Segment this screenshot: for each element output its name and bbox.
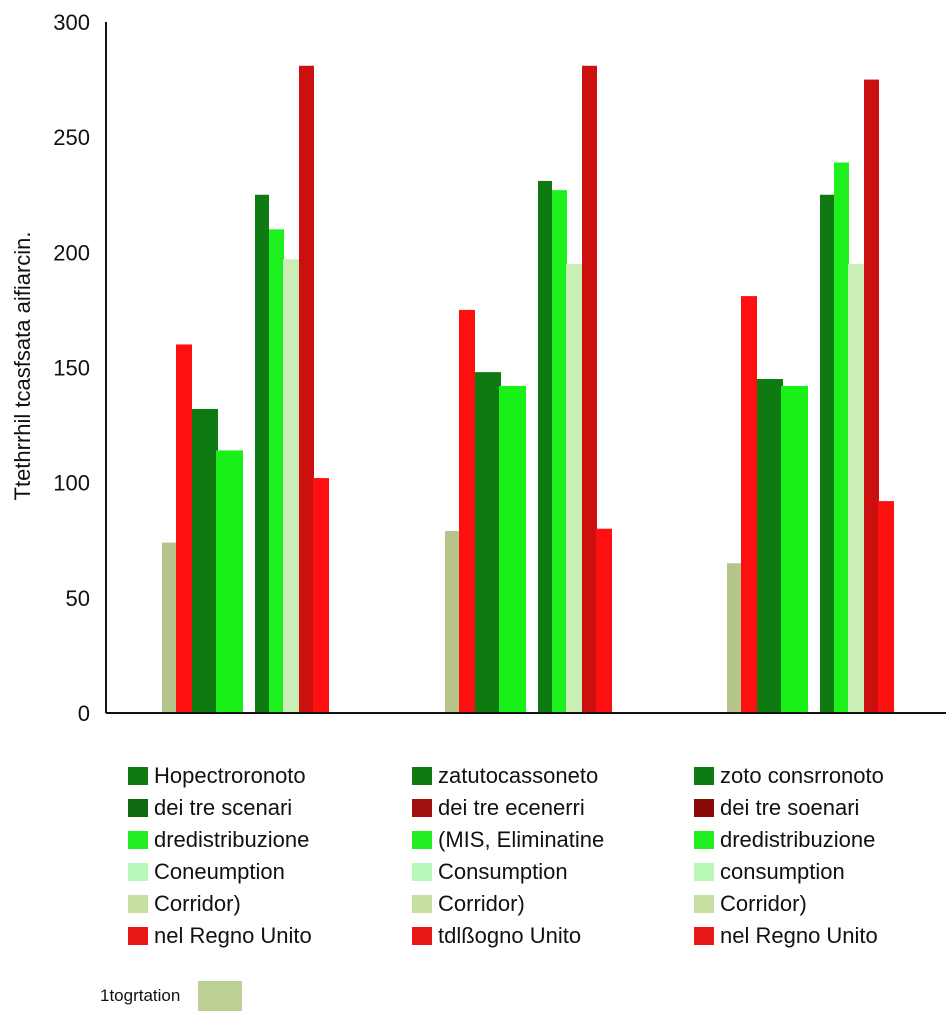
legend-item: dei tre scenari xyxy=(128,792,312,824)
legend-item: dei tre ecenerri xyxy=(412,792,604,824)
bar-2-s2 xyxy=(459,309,475,713)
legend-label: dei tre soenari xyxy=(720,795,860,820)
y-axis-label: Ttethrrhil tcasfsata aifiarcin. xyxy=(10,232,35,501)
legend-item: Coneumption xyxy=(128,856,312,888)
bar-1-s3 xyxy=(192,408,218,713)
legend-item: Corridor) xyxy=(694,888,884,920)
y-tick-label: 250 xyxy=(53,125,90,150)
y-tick-label: 300 xyxy=(53,10,90,35)
legend-swatch xyxy=(412,799,432,817)
bar-2-s4 xyxy=(499,385,526,713)
bar-1-s8 xyxy=(299,65,314,714)
legend-column-3: zoto consrronoto dei tre soenari dredistri… xyxy=(694,760,884,952)
legend-item: zatutocassoneto xyxy=(412,760,604,792)
legend-label: zatutocassoneto xyxy=(438,763,599,788)
legend-label: nel Regno Unito xyxy=(154,923,312,948)
y-tick-label: 0 xyxy=(78,701,90,726)
y-tick-label: 150 xyxy=(53,356,90,381)
bar-3-s8 xyxy=(864,79,879,714)
legend-label: Corridor) xyxy=(720,891,807,916)
bar-3-s9 xyxy=(878,501,894,713)
bar-1-s7 xyxy=(283,259,300,713)
legend-item: nel Regno Unito xyxy=(128,920,312,952)
y-axis-ticks: 0 50 100 150 200 250 300 xyxy=(53,10,90,726)
legend-swatch xyxy=(694,767,714,785)
bar-3-s4 xyxy=(781,385,808,713)
bar-3-s6 xyxy=(834,162,849,714)
y-tick-label: 100 xyxy=(53,471,90,496)
bar-3-s1 xyxy=(727,563,741,713)
bar-1-s4 xyxy=(216,450,243,713)
legend-swatch xyxy=(128,863,148,881)
bars xyxy=(162,65,894,714)
legend-item: Hopectroronoto xyxy=(128,760,312,792)
legend-swatch xyxy=(128,927,148,945)
legend: Hopectroronoto dei tre scenari dredistribu… xyxy=(0,760,946,960)
legend-item: Corridor) xyxy=(128,888,312,920)
bar-1-s5 xyxy=(255,194,269,713)
bar-chart: 0 50 100 150 200 250 300 Ttethrrhil tcasfsata … xyxy=(10,10,946,726)
legend-swatch xyxy=(412,895,432,913)
legend-label: tdlßogno Unito xyxy=(438,923,582,948)
legend-swatch xyxy=(694,927,714,945)
legend-label: (MIS, Eliminatine xyxy=(438,827,605,852)
legend-label: dredistribuzione xyxy=(154,827,310,852)
bar-2-s9 xyxy=(596,528,612,713)
legend-column-1: Hopectroronoto dei tre scenari dredistribu… xyxy=(128,760,312,952)
bar-3-s5 xyxy=(820,194,834,713)
legend-label: dei tre ecenerri xyxy=(438,795,585,820)
legend-item: consumption xyxy=(694,856,884,888)
bar-2-s6 xyxy=(552,190,567,714)
legend-label: consumption xyxy=(720,859,845,884)
y-tick-label: 50 xyxy=(66,586,90,611)
legend-label: Coneumption xyxy=(154,859,285,884)
legend-item: dredistribuzione xyxy=(128,824,312,856)
legend-item: dei tre soenari xyxy=(694,792,884,824)
bar-1-s1 xyxy=(162,542,176,713)
legend-label: nel Regno Unito xyxy=(720,923,878,948)
extra-legend-label: 1togrtation xyxy=(100,986,181,1005)
bar-2-s5 xyxy=(538,180,552,713)
legend-swatch xyxy=(412,927,432,945)
legend-swatch xyxy=(128,831,148,849)
legend-item: Corridor) xyxy=(412,888,604,920)
legend-swatch xyxy=(128,895,148,913)
legend-item: zoto consrronoto xyxy=(694,760,884,792)
legend-swatch xyxy=(694,895,714,913)
legend-swatch xyxy=(412,831,432,849)
legend-column-2: zatutocassoneto dei tre ecenerri (MIS, Eli… xyxy=(412,760,604,952)
legend-label: dei tre scenari xyxy=(154,795,293,820)
bar-2-s1 xyxy=(445,531,459,713)
legend-label: zoto consrronoto xyxy=(720,763,884,788)
extra-legend: 1togrtation xyxy=(100,981,243,1011)
legend-swatch xyxy=(694,863,714,881)
legend-label: Consumption xyxy=(438,859,568,884)
bar-2-s7 xyxy=(566,263,583,713)
legend-label: Corridor) xyxy=(438,891,525,916)
legend-swatch xyxy=(128,767,148,785)
legend-item: (MIS, Eliminatine xyxy=(412,824,604,856)
bar-3-s3 xyxy=(757,379,783,713)
legend-swatch xyxy=(128,799,148,817)
bar-3-s2 xyxy=(741,296,757,713)
bar-3-s7 xyxy=(848,263,865,713)
y-tick-label: 200 xyxy=(53,240,90,265)
extra-legend-swatch xyxy=(198,981,243,1011)
legend-label: dredistribuzione xyxy=(720,827,876,852)
legend-label: Hopectroronoto xyxy=(154,763,306,788)
bar-1-s2 xyxy=(176,344,192,713)
legend-swatch xyxy=(412,863,432,881)
bar-1-s6 xyxy=(269,229,284,714)
legend-swatch xyxy=(694,831,714,849)
legend-swatch xyxy=(694,799,714,817)
legend-label: Corridor) xyxy=(154,891,241,916)
bar-2-s3 xyxy=(475,372,501,713)
legend-item: nel Regno Unito xyxy=(694,920,884,952)
legend-swatch xyxy=(412,767,432,785)
bar-1-s9 xyxy=(313,478,329,713)
legend-item: Consumption xyxy=(412,856,604,888)
legend-item: dredistribuzione xyxy=(694,824,884,856)
bar-2-s8 xyxy=(582,65,597,714)
legend-item: tdlßogno Unito xyxy=(412,920,604,952)
